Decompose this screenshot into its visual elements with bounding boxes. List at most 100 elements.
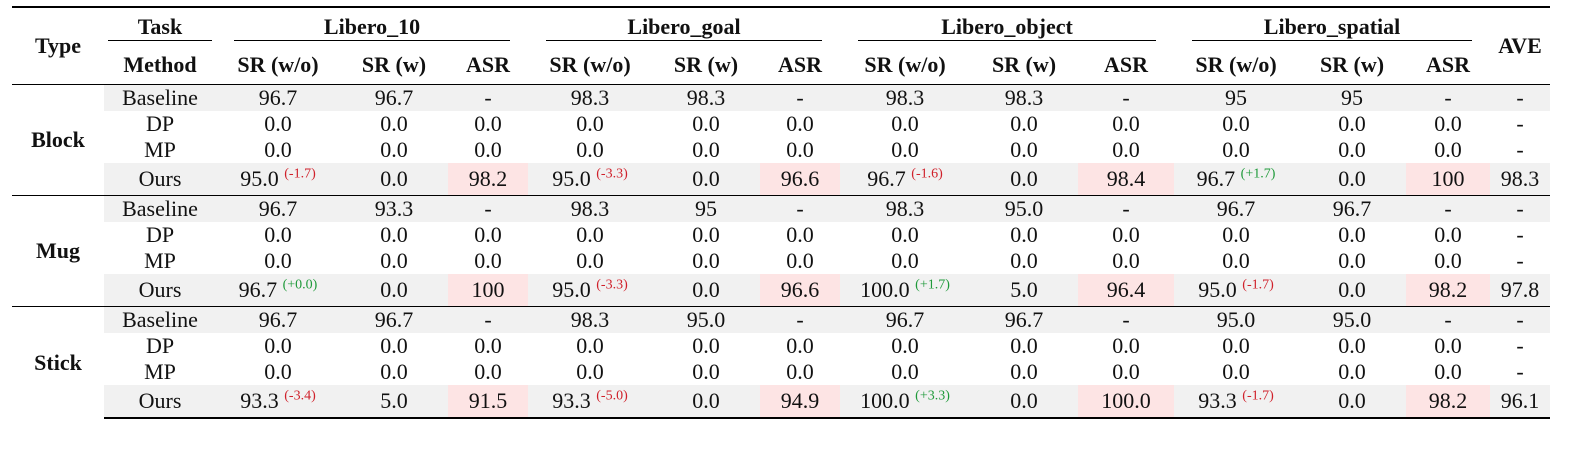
delta-annotation: (-3.3)	[596, 166, 628, 182]
asr-cell: 91.5	[448, 385, 529, 419]
asr-cell: -	[760, 195, 841, 222]
sr-wo-cell: 0.0	[528, 248, 652, 274]
type-cell: Mug	[12, 195, 104, 307]
sr-w-cell: 0.0	[340, 163, 448, 196]
sr-wo-value: 0.0	[576, 111, 604, 136]
sr-wo-cell: 95.0 (-3.3)	[528, 274, 653, 307]
method-header: Method	[123, 52, 197, 77]
sr-wo-cell: 96.7	[216, 195, 340, 222]
table-row: Block Baseline 96.7 96.7-98.3 98.3-98.3 98.3-…	[12, 84, 1551, 196]
sr-w-cell: 0.0	[1338, 222, 1366, 247]
sr-wo-value: 0.0	[1222, 111, 1250, 136]
asr-cell: 0.0	[786, 359, 814, 384]
sr-w-cell: 0.0	[692, 137, 720, 162]
sr-wo-value: 0.0	[576, 333, 604, 358]
sr-w-cell: 96.7	[340, 84, 448, 111]
sr-wo-value: 0.0	[264, 333, 292, 358]
group-header-libero-object: Libero_object	[840, 6, 1175, 46]
sr-wo-cell: 0.0	[216, 137, 340, 163]
sr-wo-value: 100.0	[860, 277, 910, 302]
sr-w-cell: 0.0	[1298, 385, 1407, 419]
asr-cell: 0.0	[474, 137, 502, 162]
ave-cell: -	[1490, 306, 1551, 333]
sr-wo-cell: 0.0	[528, 333, 652, 359]
ave-cell: -	[1516, 248, 1524, 273]
delta-annotation: (-3.3)	[596, 277, 628, 293]
sr-wo-value: 0.0	[264, 111, 292, 136]
sr-w-cell: 0.0	[1338, 333, 1366, 358]
sr-w-cell: 0.0	[970, 163, 1079, 196]
sr-wo-value: 0.0	[891, 222, 919, 247]
col-header-sr-w: SR (w)	[361, 52, 427, 77]
group-header-libero-goal: Libero_goal	[528, 6, 841, 46]
sr-wo-value: 98.3	[570, 85, 610, 110]
method-cell: Ours	[104, 274, 216, 307]
table-row: MP 0.0 0.0 0.0 0.0 0.0 0.0 0.0 0.0 0.0 0.0 0.0 0.0 -	[12, 137, 1550, 163]
asr-cell: 0.0	[1434, 248, 1462, 273]
sr-wo-value: 96.7	[238, 277, 278, 302]
asr-cell: 0.0	[474, 248, 502, 273]
sr-wo-cell: 0.0	[840, 359, 970, 385]
col-header-sr-wo: SR (w/o)	[1195, 52, 1277, 77]
asr-cell: 0.0	[1434, 333, 1462, 358]
sr-wo-value: 0.0	[1222, 359, 1250, 384]
sr-wo-cell: 93.3 (-1.7)	[1174, 385, 1299, 419]
sr-w-cell: 0.0	[692, 333, 720, 358]
asr-cell: 0.0	[474, 359, 502, 384]
ave-cell: 97.8	[1490, 274, 1551, 307]
sr-wo-cell: 0.0	[840, 111, 970, 137]
asr-cell: 0.0	[786, 333, 814, 358]
sr-w-cell: 0.0	[970, 385, 1079, 419]
sr-wo-cell: 98.3	[840, 84, 971, 111]
delta-annotation: (-5.0)	[596, 388, 628, 404]
sr-wo-value: 0.0	[264, 222, 292, 247]
sr-w-cell: 0.0	[1010, 222, 1038, 247]
asr-cell: 0.0	[1112, 137, 1140, 162]
asr-cell: -	[760, 84, 841, 111]
sr-wo-value: 95.0	[240, 166, 279, 191]
task-header: Task	[104, 6, 216, 46]
sr-w-cell: 0.0	[652, 385, 761, 419]
asr-cell: 0.0	[1434, 137, 1462, 162]
asr-cell: 100	[1406, 163, 1491, 196]
asr-cell: 0.0	[1112, 222, 1140, 247]
sr-wo-value: 0.0	[1222, 333, 1250, 358]
col-header-sr-wo: SR (w/o)	[237, 52, 319, 77]
asr-cell: -	[1078, 306, 1175, 333]
asr-cell: 96.6	[760, 163, 841, 196]
asr-cell: -	[1078, 84, 1175, 111]
sr-wo-value: 95.0	[552, 277, 591, 302]
sr-w-cell: 0.0	[1010, 137, 1038, 162]
method-cell: Ours	[104, 163, 216, 196]
table-row: Stick Baseline 96.7 96.7-98.3 95.0-96.7 96.7-…	[12, 306, 1551, 418]
sr-wo-value: 0.0	[891, 359, 919, 384]
sr-wo-cell: 98.3	[840, 195, 971, 222]
ave-cell: -	[1490, 84, 1551, 111]
col-header-asr: ASR	[1426, 52, 1471, 77]
sr-wo-cell: 0.0	[840, 137, 970, 163]
asr-cell: 0.0	[1112, 359, 1140, 384]
asr-cell: 0.0	[1112, 333, 1140, 358]
sr-w-cell: 98.3	[652, 84, 761, 111]
asr-cell: 96.4	[1078, 274, 1175, 307]
asr-cell: -	[1406, 84, 1491, 111]
sr-w-cell: 96.7	[970, 306, 1079, 333]
col-header-sr-wo: SR (w/o)	[864, 52, 946, 77]
sr-w-cell: 96.7	[1298, 195, 1407, 222]
ave-cell: -	[1516, 111, 1524, 136]
ave-cell: 98.3	[1490, 163, 1551, 196]
col-header-sr-wo: SR (w/o)	[549, 52, 631, 77]
sr-wo-cell: 0.0	[528, 111, 652, 137]
col-header-sr-w: SR (w)	[673, 52, 739, 77]
sr-wo-value: 96.7	[258, 307, 298, 332]
table-row: Ours 95.0 (-1.7) 0.0 98.2 95.0 (-3.3) 0.0 96.6…	[12, 163, 1551, 196]
sr-wo-cell: 0.0	[1174, 222, 1298, 248]
method-cell: MP	[144, 248, 176, 273]
sr-wo-value: 93.3	[1198, 388, 1237, 413]
sr-wo-value: 98.3	[570, 307, 610, 332]
method-cell: MP	[144, 137, 176, 162]
sr-w-cell: 0.0	[1338, 359, 1366, 384]
sr-wo-cell: 0.0	[1174, 333, 1298, 359]
sr-w-cell: 0.0	[692, 359, 720, 384]
asr-cell: 100	[448, 274, 529, 307]
